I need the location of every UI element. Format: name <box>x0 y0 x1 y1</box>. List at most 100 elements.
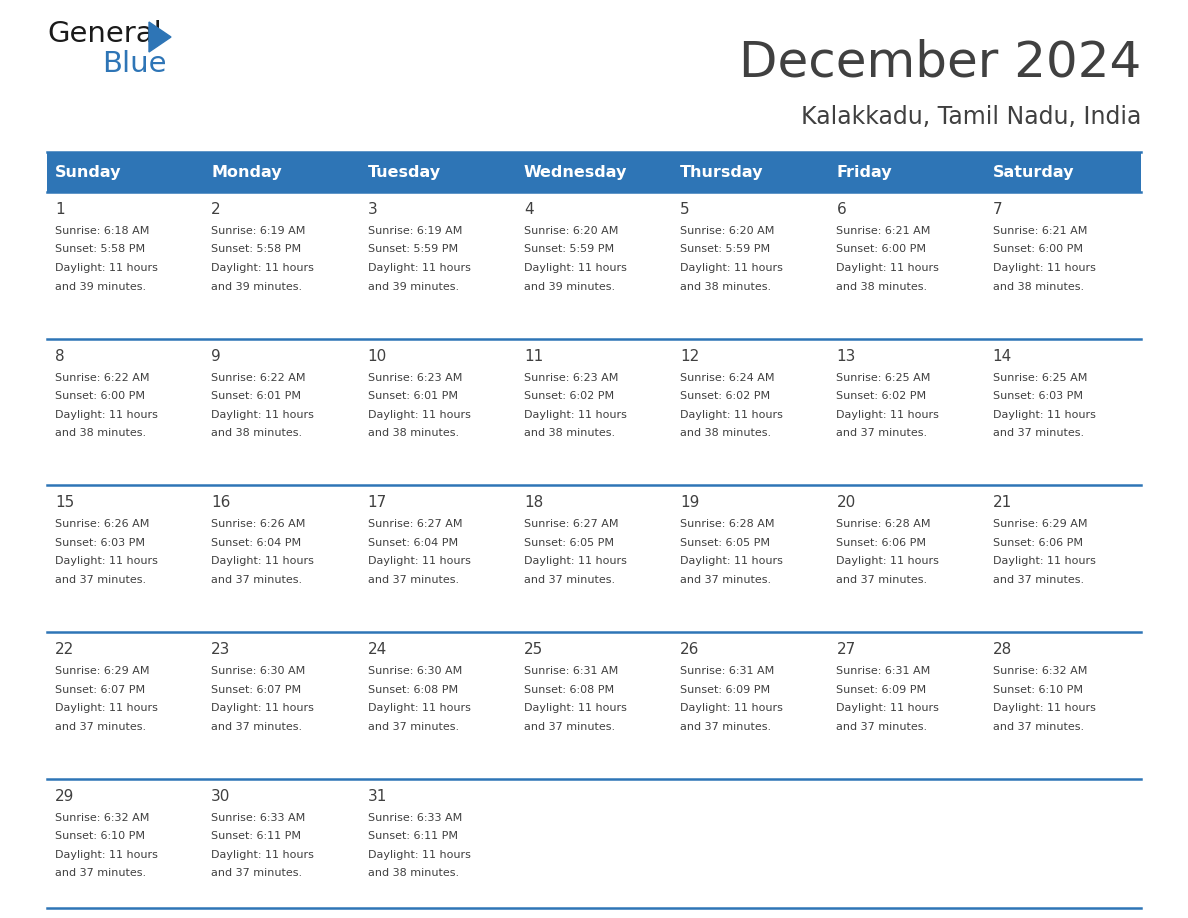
Text: Sunrise: 6:25 AM: Sunrise: 6:25 AM <box>836 373 931 383</box>
Bar <box>48 633 203 778</box>
Text: Sunrise: 6:30 AM: Sunrise: 6:30 AM <box>367 666 462 677</box>
Text: Sunrise: 6:30 AM: Sunrise: 6:30 AM <box>211 666 305 677</box>
Text: Sunset: 6:01 PM: Sunset: 6:01 PM <box>211 391 302 401</box>
Text: Sunrise: 6:28 AM: Sunrise: 6:28 AM <box>836 520 931 530</box>
Text: 22: 22 <box>55 643 74 657</box>
Text: Sunrise: 6:20 AM: Sunrise: 6:20 AM <box>524 226 618 236</box>
Text: 21: 21 <box>993 496 1012 510</box>
Text: Sunset: 6:02 PM: Sunset: 6:02 PM <box>836 391 927 401</box>
Text: and 37 minutes.: and 37 minutes. <box>993 722 1083 732</box>
Text: Kalakkadu, Tamil Nadu, India: Kalakkadu, Tamil Nadu, India <box>801 105 1140 129</box>
Text: and 37 minutes.: and 37 minutes. <box>993 428 1083 438</box>
Text: Sunset: 5:59 PM: Sunset: 5:59 PM <box>367 244 457 254</box>
Text: Sunset: 6:00 PM: Sunset: 6:00 PM <box>55 391 145 401</box>
Text: Daylight: 11 hours: Daylight: 11 hours <box>836 556 940 566</box>
Text: Sunset: 6:10 PM: Sunset: 6:10 PM <box>993 685 1082 695</box>
Text: Daylight: 11 hours: Daylight: 11 hours <box>993 703 1095 713</box>
Text: Sunset: 6:04 PM: Sunset: 6:04 PM <box>211 538 302 548</box>
Text: and 39 minutes.: and 39 minutes. <box>55 282 146 292</box>
Text: and 38 minutes.: and 38 minutes. <box>681 428 771 438</box>
Text: and 39 minutes.: and 39 minutes. <box>524 282 615 292</box>
Text: and 38 minutes.: and 38 minutes. <box>211 428 303 438</box>
Text: Daylight: 11 hours: Daylight: 11 hours <box>211 850 314 860</box>
Bar <box>672 192 828 339</box>
Text: Sunset: 6:09 PM: Sunset: 6:09 PM <box>836 685 927 695</box>
Text: Thursday: Thursday <box>681 164 764 180</box>
Text: Sunset: 6:05 PM: Sunset: 6:05 PM <box>681 538 770 548</box>
Text: and 37 minutes.: and 37 minutes. <box>681 722 771 732</box>
Text: Monday: Monday <box>211 164 282 180</box>
Text: Sunset: 6:11 PM: Sunset: 6:11 PM <box>367 832 457 842</box>
Bar <box>516 192 672 339</box>
Text: Sunrise: 6:23 AM: Sunrise: 6:23 AM <box>524 373 618 383</box>
Text: Daylight: 11 hours: Daylight: 11 hours <box>681 409 783 420</box>
Text: 11: 11 <box>524 349 543 364</box>
Text: Sunrise: 6:19 AM: Sunrise: 6:19 AM <box>211 226 305 236</box>
Bar <box>203 486 360 633</box>
Text: Sunrise: 6:32 AM: Sunrise: 6:32 AM <box>993 666 1087 677</box>
Text: Sunrise: 6:33 AM: Sunrise: 6:33 AM <box>211 812 305 823</box>
Text: Sunrise: 6:33 AM: Sunrise: 6:33 AM <box>367 812 462 823</box>
Text: and 37 minutes.: and 37 minutes. <box>211 868 303 879</box>
Text: Sunset: 6:11 PM: Sunset: 6:11 PM <box>211 832 302 842</box>
Text: Sunset: 5:58 PM: Sunset: 5:58 PM <box>55 244 145 254</box>
Bar <box>360 339 516 486</box>
Bar <box>203 633 360 778</box>
Bar <box>360 192 516 339</box>
Text: and 37 minutes.: and 37 minutes. <box>367 575 459 585</box>
Bar <box>516 486 672 633</box>
Bar <box>985 486 1140 633</box>
Text: 27: 27 <box>836 643 855 657</box>
Text: Sunset: 6:06 PM: Sunset: 6:06 PM <box>993 538 1082 548</box>
Text: Sunset: 6:04 PM: Sunset: 6:04 PM <box>367 538 457 548</box>
Text: and 39 minutes.: and 39 minutes. <box>367 282 459 292</box>
Bar <box>203 192 360 339</box>
Text: and 38 minutes.: and 38 minutes. <box>681 282 771 292</box>
Text: Sunset: 6:05 PM: Sunset: 6:05 PM <box>524 538 614 548</box>
Text: Daylight: 11 hours: Daylight: 11 hours <box>55 263 158 273</box>
Bar <box>672 633 828 778</box>
Text: Sunset: 6:08 PM: Sunset: 6:08 PM <box>524 685 614 695</box>
Text: Sunset: 6:00 PM: Sunset: 6:00 PM <box>993 244 1082 254</box>
Text: Sunrise: 6:29 AM: Sunrise: 6:29 AM <box>55 666 150 677</box>
Text: Sunrise: 6:26 AM: Sunrise: 6:26 AM <box>55 520 150 530</box>
Text: Sunrise: 6:25 AM: Sunrise: 6:25 AM <box>993 373 1087 383</box>
Text: Daylight: 11 hours: Daylight: 11 hours <box>211 409 314 420</box>
Bar <box>516 339 672 486</box>
Text: Sunset: 6:10 PM: Sunset: 6:10 PM <box>55 832 145 842</box>
Text: and 37 minutes.: and 37 minutes. <box>993 575 1083 585</box>
Text: and 37 minutes.: and 37 minutes. <box>211 575 303 585</box>
Text: 8: 8 <box>55 349 64 364</box>
Text: Sunrise: 6:19 AM: Sunrise: 6:19 AM <box>367 226 462 236</box>
Text: Daylight: 11 hours: Daylight: 11 hours <box>211 263 314 273</box>
Bar <box>48 152 1140 192</box>
Text: Sunset: 5:58 PM: Sunset: 5:58 PM <box>211 244 302 254</box>
Bar <box>672 486 828 633</box>
Bar <box>985 192 1140 339</box>
Text: Daylight: 11 hours: Daylight: 11 hours <box>836 263 940 273</box>
Text: Daylight: 11 hours: Daylight: 11 hours <box>367 409 470 420</box>
Text: Sunset: 6:01 PM: Sunset: 6:01 PM <box>367 391 457 401</box>
Text: 28: 28 <box>993 643 1012 657</box>
Text: 14: 14 <box>993 349 1012 364</box>
Text: Sunrise: 6:24 AM: Sunrise: 6:24 AM <box>681 373 775 383</box>
Text: Sunrise: 6:31 AM: Sunrise: 6:31 AM <box>681 666 775 677</box>
Text: and 38 minutes.: and 38 minutes. <box>524 428 615 438</box>
Text: Daylight: 11 hours: Daylight: 11 hours <box>55 409 158 420</box>
Text: Daylight: 11 hours: Daylight: 11 hours <box>211 556 314 566</box>
Bar <box>48 339 203 486</box>
Text: Sunrise: 6:21 AM: Sunrise: 6:21 AM <box>836 226 931 236</box>
Text: Sunset: 6:02 PM: Sunset: 6:02 PM <box>524 391 614 401</box>
Text: December 2024: December 2024 <box>739 38 1140 86</box>
Text: 25: 25 <box>524 643 543 657</box>
Text: Sunday: Sunday <box>55 164 121 180</box>
Text: Wednesday: Wednesday <box>524 164 627 180</box>
Bar <box>48 778 203 908</box>
Text: and 38 minutes.: and 38 minutes. <box>993 282 1083 292</box>
Text: Sunrise: 6:27 AM: Sunrise: 6:27 AM <box>524 520 619 530</box>
Text: 5: 5 <box>681 202 690 217</box>
Text: 4: 4 <box>524 202 533 217</box>
Text: Sunset: 5:59 PM: Sunset: 5:59 PM <box>524 244 614 254</box>
Text: Daylight: 11 hours: Daylight: 11 hours <box>367 263 470 273</box>
Bar <box>516 633 672 778</box>
